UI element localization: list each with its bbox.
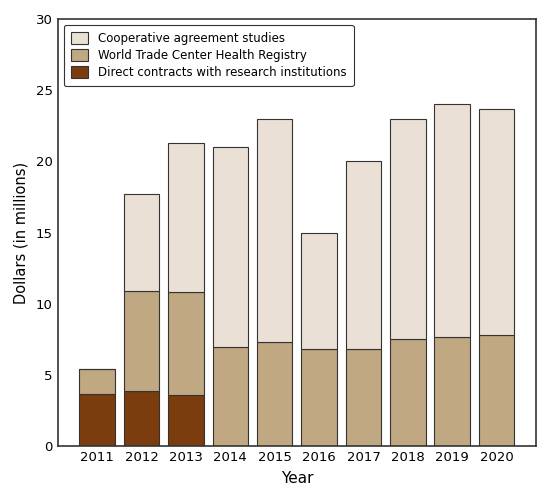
Bar [257,342,293,446]
Legend: Cooperative agreement studies, World Trade Center Health Registry, Direct contra: Cooperative agreement studies, World Tra… [64,25,354,86]
Bar [434,104,470,336]
Bar [301,350,337,446]
X-axis label: Year: Year [280,471,313,486]
Bar [168,143,204,292]
Bar [79,370,115,394]
Bar [168,395,204,446]
Bar [213,147,248,346]
Bar [301,232,337,350]
Bar [124,291,160,390]
Bar [346,350,381,446]
Bar [213,346,248,446]
Bar [390,340,426,446]
Bar [346,162,381,350]
Bar [79,394,115,446]
Bar [124,390,160,446]
Bar [479,335,514,446]
Y-axis label: Dollars (in millions): Dollars (in millions) [14,162,29,304]
Bar [479,108,514,335]
Bar [434,336,470,446]
Bar [390,118,426,340]
Bar [168,292,204,395]
Bar [257,118,293,342]
Bar [124,194,160,291]
